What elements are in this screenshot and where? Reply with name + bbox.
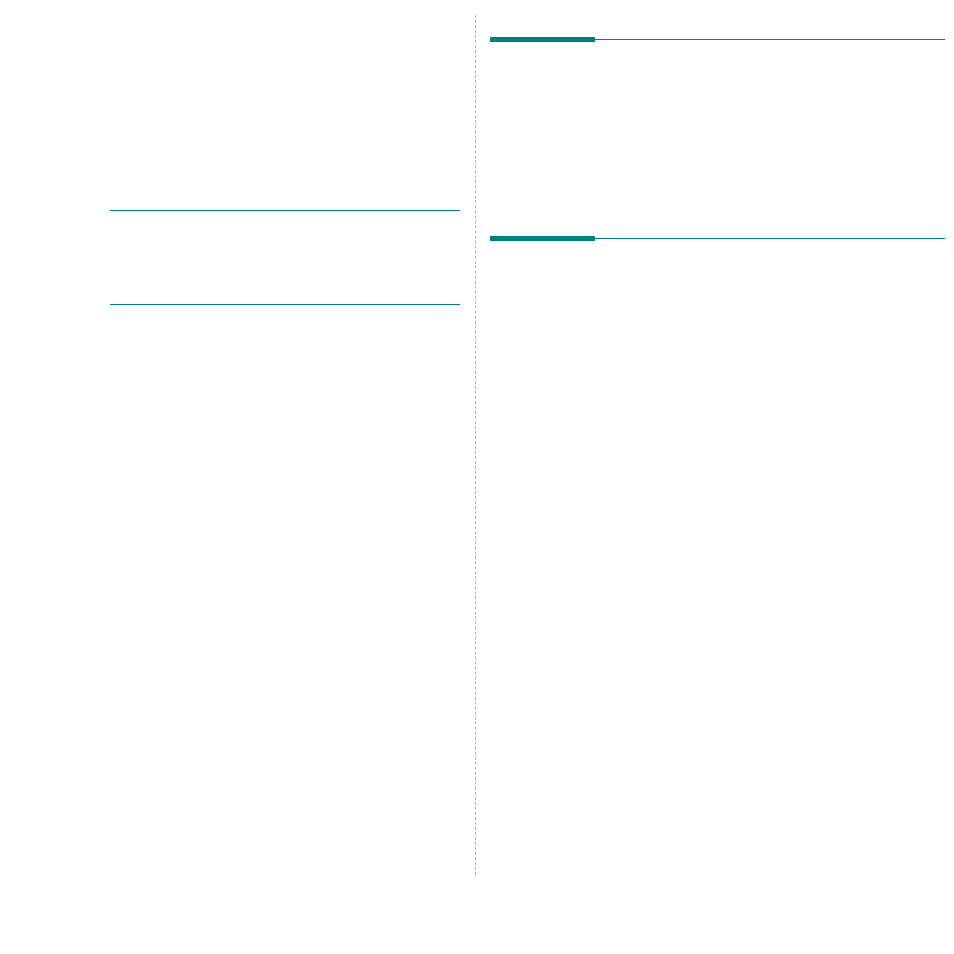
page: [0, 0, 954, 954]
right-rule-2: [490, 236, 945, 241]
right-rule-gap: [490, 42, 945, 236]
right-column: [490, 37, 945, 241]
left-rule-gap: [110, 211, 460, 302]
right-rule-1-thick: [490, 37, 595, 42]
right-rule-1-thin: [595, 39, 945, 40]
right-rule-2-thin: [595, 238, 945, 239]
left-column: [110, 208, 460, 305]
left-rule-2: [110, 304, 460, 305]
right-rule-2-thick: [490, 236, 595, 241]
vertical-divider: [475, 15, 476, 875]
